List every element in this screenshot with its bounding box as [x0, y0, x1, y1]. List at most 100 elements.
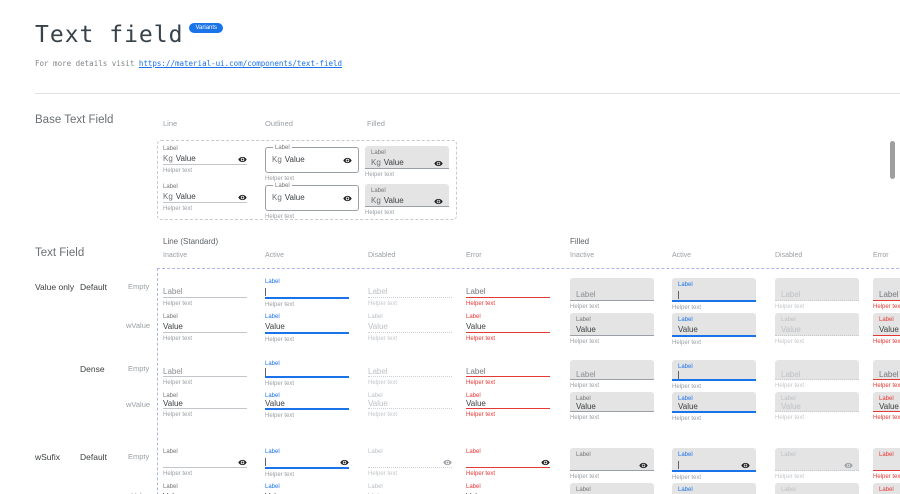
input-row[interactable]: Label — [576, 290, 648, 300]
input-row[interactable]: Value — [466, 322, 550, 333]
base-filled-field-1[interactable]: Label Kg Value Helper text — [365, 184, 449, 217]
input-row[interactable] — [678, 460, 750, 470]
input-row[interactable] — [678, 290, 750, 300]
textfield-line-disabled-empty[interactable]: Label Helper text — [368, 360, 452, 387]
textfield-line-inactive-empty[interactable]: Label Helper text — [163, 360, 247, 387]
input-row[interactable]: Kg Value — [272, 155, 352, 165]
input-row[interactable]: Value — [368, 322, 452, 333]
scrollbar-thumb[interactable] — [890, 141, 895, 179]
input-row[interactable]: Value — [163, 322, 247, 333]
textfield-filled-disabled-suffix-empty[interactable]: Label Helper text — [775, 448, 859, 481]
input-row[interactable]: Label — [163, 367, 247, 377]
input-row[interactable]: Label — [466, 287, 550, 298]
input-row[interactable] — [781, 460, 853, 470]
input-row[interactable]: Label — [368, 287, 452, 298]
input-row[interactable] — [163, 457, 247, 468]
input-row[interactable]: Value — [678, 402, 750, 411]
base-outlined-field-0[interactable]: Label Kg Value Helper text — [265, 144, 359, 183]
textfield-filled-inactive-value[interactable]: Label Value Helper text — [570, 392, 654, 422]
textfield-filled-active-empty[interactable]: Label Helper text — [672, 278, 756, 312]
base-filled-field-0[interactable]: Label Kg Value Helper text — [365, 146, 449, 179]
base-line-field-1[interactable]: Label Kg Value Helper text — [163, 183, 247, 213]
textfield-line-inactive-suffix-empty[interactable]: Label Helper text — [163, 448, 247, 478]
textfield-line-error-empty[interactable]: Label Helper text — [466, 278, 550, 308]
textfield-filled-inactive-empty[interactable]: Label Helper text — [570, 360, 654, 390]
input-row[interactable]: Value — [678, 325, 750, 335]
textfield-line-disabled-value[interactable]: Label Value Helper text — [368, 392, 452, 419]
input-row[interactable]: Value — [265, 399, 349, 410]
textfield-filled-active-value[interactable]: Label Value Helper text — [672, 392, 756, 423]
input-row[interactable]: Label — [781, 370, 853, 379]
textfield-filled-disabled-value[interactable]: Label Value Helper text — [775, 313, 859, 346]
input-row[interactable]: Value — [163, 399, 247, 409]
input-row[interactable]: Label — [466, 367, 550, 377]
input-row[interactable]: Label — [368, 367, 452, 377]
base-outlined-field-1[interactable]: Label Kg Value Helper text — [265, 182, 359, 221]
textfield-line-error-value[interactable]: Label Value Helper text — [466, 313, 550, 343]
input-row[interactable]: Label — [879, 370, 900, 379]
eye-icon[interactable] — [443, 458, 452, 467]
textfield-line-disabled-suffix-empty[interactable]: Label Helper text — [368, 448, 452, 478]
input-row[interactable]: Kg Value — [163, 154, 247, 165]
textfield-filled-error-value[interactable]: Label Value Helper text — [873, 392, 900, 422]
textfield-line-disabled-value[interactable]: Label Value Helper text — [368, 313, 452, 343]
textfield-filled-error-value[interactable]: Label Value Helper text — [873, 313, 900, 346]
eye-icon[interactable] — [238, 193, 247, 202]
input-row[interactable]: Value — [466, 399, 550, 409]
textfield-filled-active-suffix-empty[interactable]: Label Helper text — [672, 448, 756, 482]
input-row[interactable]: Value — [781, 325, 853, 335]
input-row[interactable]: Value — [368, 399, 452, 409]
textfield-filled-disabled-empty[interactable]: Label Helper text — [775, 360, 859, 390]
input-row[interactable] — [576, 460, 648, 470]
textfield-line-disabled-empty[interactable]: Label Helper text — [368, 278, 452, 308]
eye-icon[interactable] — [844, 461, 853, 470]
input-row[interactable]: Value — [576, 325, 648, 335]
textfield-line-inactive-value[interactable]: Label Value Helper text — [163, 313, 247, 343]
textfield-filled-inactive-empty[interactable]: Label Helper text — [570, 278, 654, 311]
textfield-filled-disabled-empty[interactable]: Label Helper text — [775, 278, 859, 311]
textfield-filled-active-empty[interactable]: Label Helper text — [672, 360, 756, 391]
input-row[interactable]: Label — [879, 290, 900, 300]
textfield-line-active-empty[interactable]: Label Helper text — [265, 278, 349, 309]
input-row[interactable]: Label — [781, 290, 853, 300]
input-row[interactable]: Value — [265, 322, 349, 334]
eye-icon[interactable] — [340, 458, 349, 467]
input-row[interactable]: Value — [879, 402, 900, 411]
input-row[interactable]: Value — [576, 402, 648, 411]
input-row[interactable]: Kg Value — [371, 158, 443, 168]
eye-icon[interactable] — [639, 461, 648, 470]
input-row[interactable] — [368, 457, 452, 468]
base-line-field-0[interactable]: Label Kg Value Helper text — [163, 145, 247, 175]
textfield-filled-active-value[interactable]: Label Value Helper text — [672, 313, 756, 347]
eye-icon[interactable] — [741, 461, 750, 470]
textfield-filled-disabled-value[interactable]: Label Value Helper text — [775, 392, 859, 422]
textfield-line-active-value[interactable]: Label Value Helper text — [265, 313, 349, 344]
textfield-filled-error-empty[interactable]: Label Helper text — [873, 278, 900, 311]
input-row[interactable] — [678, 371, 750, 379]
textfield-filled-inactive-value[interactable]: Label Value Helper text — [570, 313, 654, 346]
eye-icon[interactable] — [238, 155, 247, 164]
input-row[interactable] — [466, 457, 550, 468]
input-row[interactable]: Value — [466, 492, 550, 494]
input-row[interactable] — [265, 368, 349, 378]
textfield-line-active-value[interactable]: Label Value Helper text — [265, 392, 349, 420]
input-row[interactable]: Value — [265, 492, 349, 494]
textfield-line-active-empty[interactable]: Label Helper text — [265, 360, 349, 388]
eye-icon[interactable] — [343, 156, 352, 165]
eye-icon[interactable] — [541, 458, 550, 467]
textfield-line-active-suffix-empty[interactable]: Label Helper text — [265, 448, 349, 479]
input-row[interactable]: Value — [163, 492, 247, 494]
input-row[interactable]: Kg Value — [371, 196, 443, 206]
textfield-line-error-value[interactable]: Label Value Helper text — [466, 392, 550, 419]
input-row[interactable]: Value — [368, 492, 452, 494]
textfield-line-error-empty[interactable]: Label Helper text — [466, 360, 550, 387]
input-row[interactable]: Label — [576, 370, 648, 379]
